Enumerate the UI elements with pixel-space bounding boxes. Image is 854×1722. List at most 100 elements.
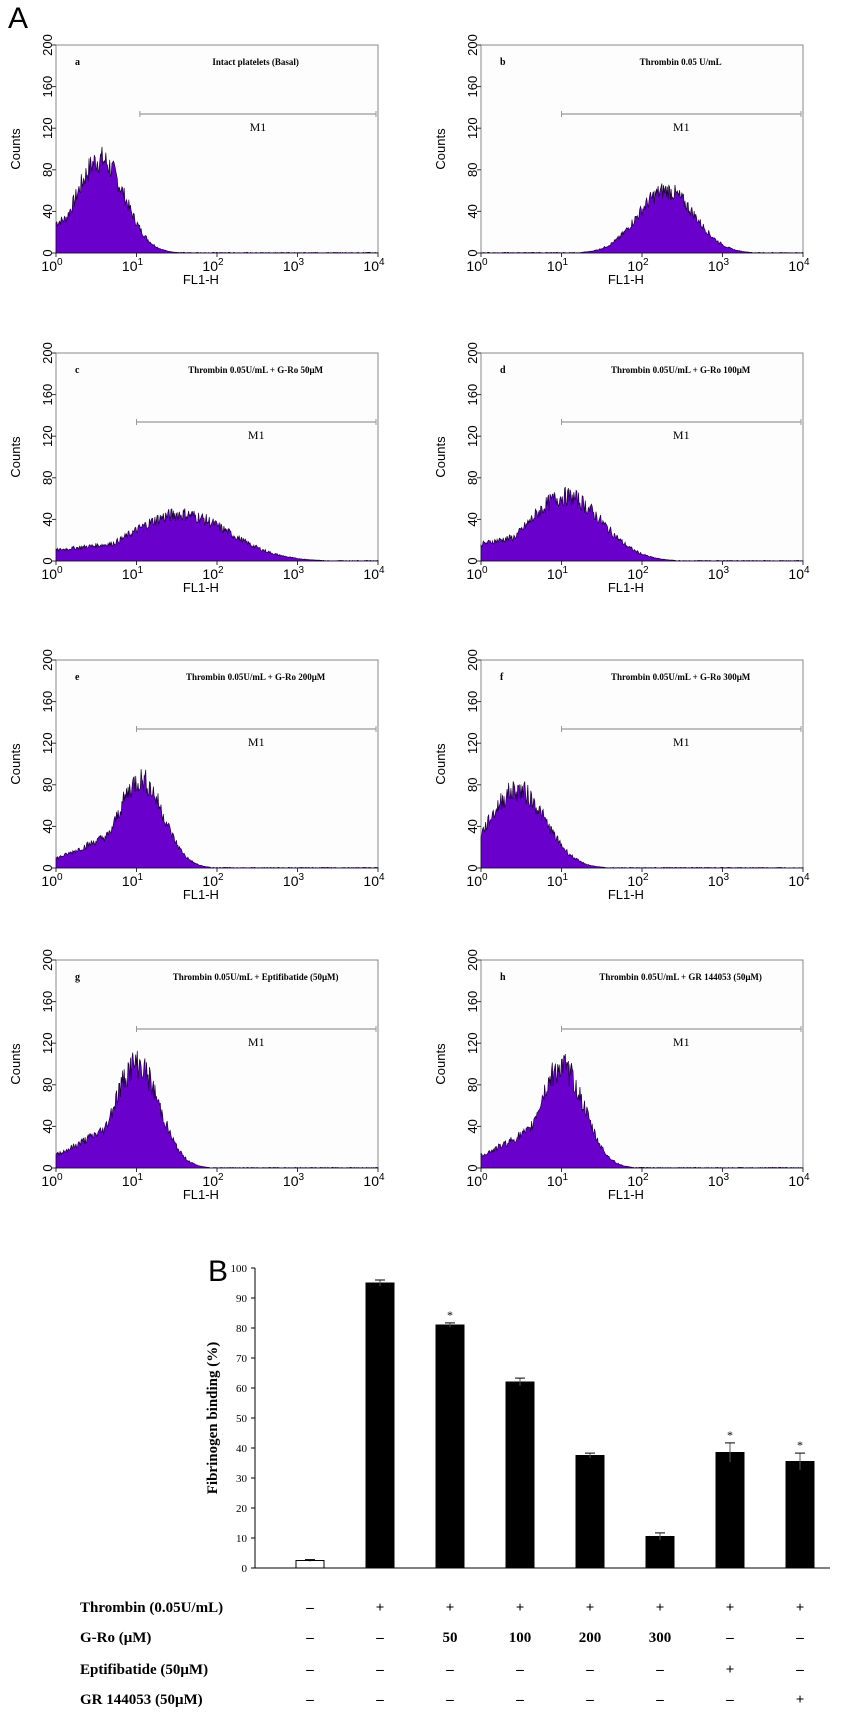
y-tick-label: 0	[40, 557, 55, 564]
y-tick-label: 120	[40, 1032, 55, 1054]
x-tick-label: 103	[283, 257, 305, 274]
histogram-letter: a	[75, 57, 80, 68]
conditions-table: Thrombin (0.05U/mL) – + + + + + + + G-Ro (μM) – – 50…	[0, 1596, 854, 1722]
condition-cell: –	[306, 1692, 314, 1708]
histogram-c: 0 40 80 120 160 200 Counts 100 101 102 103 104 FL1-H…	[0, 338, 420, 643]
y-tick-label: 80	[40, 471, 55, 485]
histogram-title: Thrombin 0.05 U/mL	[640, 57, 722, 67]
histogram-area	[480, 486, 804, 562]
histogram-area	[55, 508, 379, 562]
significance-mark: *	[727, 1428, 733, 1442]
condition-cell: 100	[508, 1630, 532, 1646]
y-tick-label: 120	[465, 1032, 480, 1054]
y-tick-label: 40	[465, 819, 480, 833]
bar-y-tick-label: 100	[231, 1263, 248, 1275]
condition-cell: 200	[578, 1630, 602, 1646]
condition-cell: +	[445, 1600, 455, 1616]
x-tick-label: 101	[122, 565, 144, 582]
y-tick-label: 80	[40, 163, 55, 177]
bar	[575, 1455, 605, 1569]
y-tick-label: 200	[465, 949, 480, 971]
x-tick-label: 104	[363, 257, 385, 274]
histogram-a: 0 40 80 120 160 200 Counts 100 101 102 103 104 FL1-H…	[0, 30, 420, 335]
histogram-title: Thrombin 0.05U/mL + G-Ro 200μM	[186, 672, 326, 682]
condition-label: GR 144053 (50μM)	[80, 1692, 203, 1708]
y-tick-label: 200	[465, 342, 480, 364]
y-tick-label: 80	[465, 471, 480, 485]
condition-cell: 50	[442, 1630, 458, 1646]
condition-cell: –	[376, 1692, 384, 1708]
x-axis-label: FL1-H	[608, 887, 644, 902]
bar-y-tick-label: 60	[236, 1383, 248, 1395]
x-axis-label: FL1-H	[183, 580, 219, 595]
y-tick-label: 160	[40, 76, 55, 98]
histogram-e: 0 40 80 120 160 200 Counts 100 101 102 103 104 FL1-H…	[0, 645, 420, 950]
m1-marker-label: M1	[673, 1035, 690, 1049]
panel-a-letter: A	[8, 2, 29, 35]
bar-y-tick-label: 80	[236, 1323, 248, 1335]
x-tick-label: 104	[788, 872, 810, 889]
y-tick-label: 120	[40, 117, 55, 139]
condition-cell: –	[516, 1662, 524, 1678]
y-tick-label: 120	[40, 425, 55, 447]
x-tick-label: 104	[788, 257, 810, 274]
x-axis-label: FL1-H	[608, 580, 644, 595]
bar	[715, 1452, 745, 1569]
x-tick-label: 101	[122, 872, 144, 889]
y-tick-label: 40	[465, 204, 480, 218]
y-tick-label: 160	[465, 76, 480, 98]
y-tick-label: 40	[465, 1119, 480, 1133]
x-axis-label: FL1-H	[608, 272, 644, 287]
condition-cell: –	[306, 1600, 314, 1616]
x-tick-label: 100	[41, 565, 63, 582]
histogram-g: 0 40 80 120 160 200 Counts 100 101 102 103 104 FL1-H…	[0, 945, 420, 1250]
y-tick-label: 160	[40, 691, 55, 713]
histogram-area	[55, 146, 379, 254]
x-tick-label: 104	[363, 1172, 385, 1189]
x-tick-label: 103	[708, 1172, 730, 1189]
bar-y-tick-label: 50	[236, 1413, 248, 1425]
x-axis-label: FL1-H	[608, 1187, 644, 1202]
condition-cell: –	[656, 1692, 664, 1708]
bar-y-tick-label: 10	[236, 1533, 248, 1545]
y-tick-label: 120	[40, 732, 55, 754]
x-tick-label: 101	[547, 565, 569, 582]
histogram-d: 0 40 80 120 160 200 Counts 100 101 102 103 104 FL1-H…	[425, 338, 845, 643]
condition-cell: +	[725, 1662, 735, 1678]
condition-cell: –	[726, 1692, 734, 1708]
condition-cell: –	[376, 1662, 384, 1678]
m1-marker-label: M1	[250, 120, 267, 134]
y-axis-label: Counts	[433, 128, 448, 170]
y-tick-label: 0	[465, 249, 480, 256]
bar-chart-svg: 0 10 20 30 40 50 60 70 80 90 100 Fibrinogen binding…	[205, 1263, 830, 1575]
y-axis-label: Counts	[433, 743, 448, 785]
condition-cell: –	[586, 1662, 594, 1678]
y-tick-label: 40	[40, 819, 55, 833]
histogram-letter: c	[75, 365, 80, 376]
x-axis-label: FL1-H	[183, 887, 219, 902]
m1-marker-label: M1	[673, 428, 690, 442]
x-tick-label: 104	[363, 565, 385, 582]
condition-cell: 300	[648, 1630, 672, 1646]
y-axis-label: Counts	[8, 436, 23, 478]
histogram-h: 0 40 80 120 160 200 Counts 100 101 102 103 104 FL1-H…	[425, 945, 845, 1250]
condition-cell: –	[796, 1662, 804, 1678]
bar-y-tick-label: 90	[236, 1293, 248, 1305]
histogram-title: Intact platelets (Basal)	[212, 57, 299, 67]
x-tick-label: 101	[122, 1172, 144, 1189]
bar-y-axis-label: Fibrinogen binding (%)	[205, 1342, 221, 1495]
condition-cell: –	[656, 1662, 664, 1678]
x-axis-label: FL1-H	[183, 272, 219, 287]
y-tick-label: 200	[40, 649, 55, 671]
y-tick-label: 200	[40, 949, 55, 971]
histogram-letter: e	[75, 672, 80, 683]
histogram-letter: d	[500, 365, 506, 376]
m1-marker-label: M1	[248, 735, 265, 749]
condition-cell: –	[376, 1630, 384, 1646]
y-tick-label: 0	[40, 864, 55, 871]
y-tick-label: 200	[465, 649, 480, 671]
